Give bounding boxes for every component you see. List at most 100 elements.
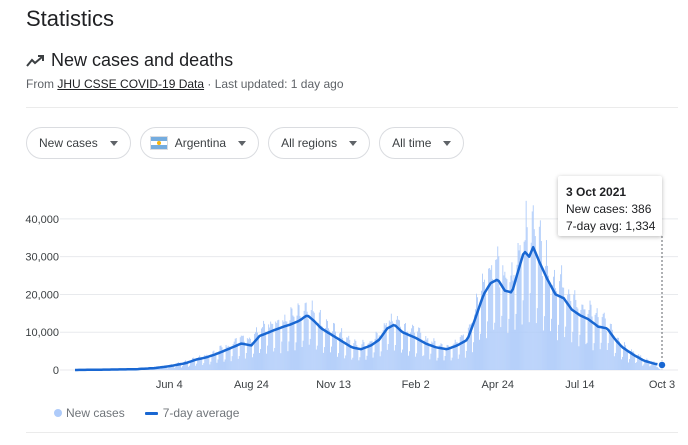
bar: [357, 348, 359, 370]
bar: [632, 351, 634, 370]
bar: [289, 320, 291, 370]
bar: [231, 356, 233, 370]
bar: [261, 328, 262, 370]
bar: [603, 312, 605, 370]
bar: [512, 280, 514, 370]
bar: [422, 356, 424, 370]
bar: [589, 300, 591, 370]
bar: [173, 367, 175, 370]
bar: [413, 326, 415, 370]
page-title: Statistics: [26, 6, 115, 31]
bar: [608, 329, 610, 370]
bar: [625, 345, 626, 370]
bar: [272, 323, 274, 370]
time-dropdown[interactable]: All time: [379, 127, 465, 159]
legend-line-swatch: [144, 411, 158, 415]
bar: [291, 308, 293, 370]
bar: [301, 347, 303, 370]
bar: [459, 336, 461, 370]
bar: [210, 361, 212, 370]
bar: [347, 337, 349, 370]
bar: [475, 309, 476, 370]
y-tick-label: 30,000: [25, 252, 59, 264]
bar: [423, 355, 425, 370]
divider: [26, 107, 678, 108]
bar: [382, 329, 384, 370]
bar: [179, 364, 181, 370]
bar: [311, 300, 313, 370]
bar: [280, 353, 282, 370]
bar: [405, 323, 406, 370]
bar: [298, 305, 300, 370]
bar: [448, 346, 450, 370]
bar: [386, 349, 388, 370]
bar: [445, 348, 447, 370]
bar: [274, 347, 276, 370]
bars: [75, 200, 663, 370]
bar: [399, 326, 401, 370]
bar: [206, 354, 208, 370]
cases-chart[interactable]: 0 10,000 20,000 30,000 40,000 Jun 4 Aug 24 Nov…: [0, 170, 688, 400]
bar: [624, 342, 625, 370]
y-tick-label: 20,000: [25, 289, 59, 301]
bar: [577, 308, 579, 370]
bar: [472, 342, 474, 370]
bar: [328, 328, 329, 370]
bar: [633, 351, 635, 370]
bar: [221, 347, 223, 370]
bar: [193, 357, 195, 370]
bar: [226, 347, 228, 370]
bar: [288, 341, 290, 370]
bar: [166, 368, 168, 370]
bar: [503, 275, 505, 370]
bar: [504, 271, 506, 370]
bar: [251, 357, 253, 370]
bar: [646, 358, 648, 370]
region-dropdown[interactable]: All regions: [268, 127, 371, 159]
country-dropdown[interactable]: Argentina: [139, 127, 260, 159]
bar: [305, 302, 307, 370]
bar: [526, 227, 528, 370]
bar: [391, 321, 393, 370]
bar: [331, 346, 332, 370]
bar: [645, 359, 647, 370]
bar: [306, 311, 308, 370]
bar: [388, 320, 390, 370]
bar: [463, 340, 465, 370]
bar: [456, 342, 458, 370]
bar: [217, 359, 219, 370]
bar: [594, 314, 596, 370]
source-link[interactable]: JHU CSSE COVID-19 Data: [57, 77, 205, 91]
bar: [201, 358, 203, 370]
bar: [358, 360, 360, 370]
bar: [590, 304, 592, 370]
bar: [370, 341, 372, 370]
bar: [601, 317, 603, 370]
bar: [481, 290, 482, 370]
bar: [462, 334, 464, 370]
bar: [235, 338, 237, 370]
metric-dropdown[interactable]: New cases: [26, 127, 131, 159]
bar: [596, 308, 598, 370]
bar: [191, 360, 193, 370]
bar: [307, 319, 309, 370]
bar: [369, 341, 371, 370]
bar: [209, 364, 211, 370]
bar: [406, 331, 407, 370]
bar: [330, 352, 331, 370]
bar: [247, 339, 249, 370]
bar: [230, 361, 232, 370]
bar: [252, 353, 254, 370]
bar: [505, 277, 507, 370]
bar: [623, 347, 624, 370]
bar: [613, 356, 615, 370]
bar: [339, 333, 341, 370]
bar: [343, 341, 345, 370]
bar: [643, 364, 645, 370]
bar: [239, 337, 241, 370]
bar: [227, 345, 229, 370]
bar: [359, 357, 361, 370]
bar: [592, 350, 594, 370]
bar: [620, 359, 622, 370]
bar: [183, 362, 184, 370]
